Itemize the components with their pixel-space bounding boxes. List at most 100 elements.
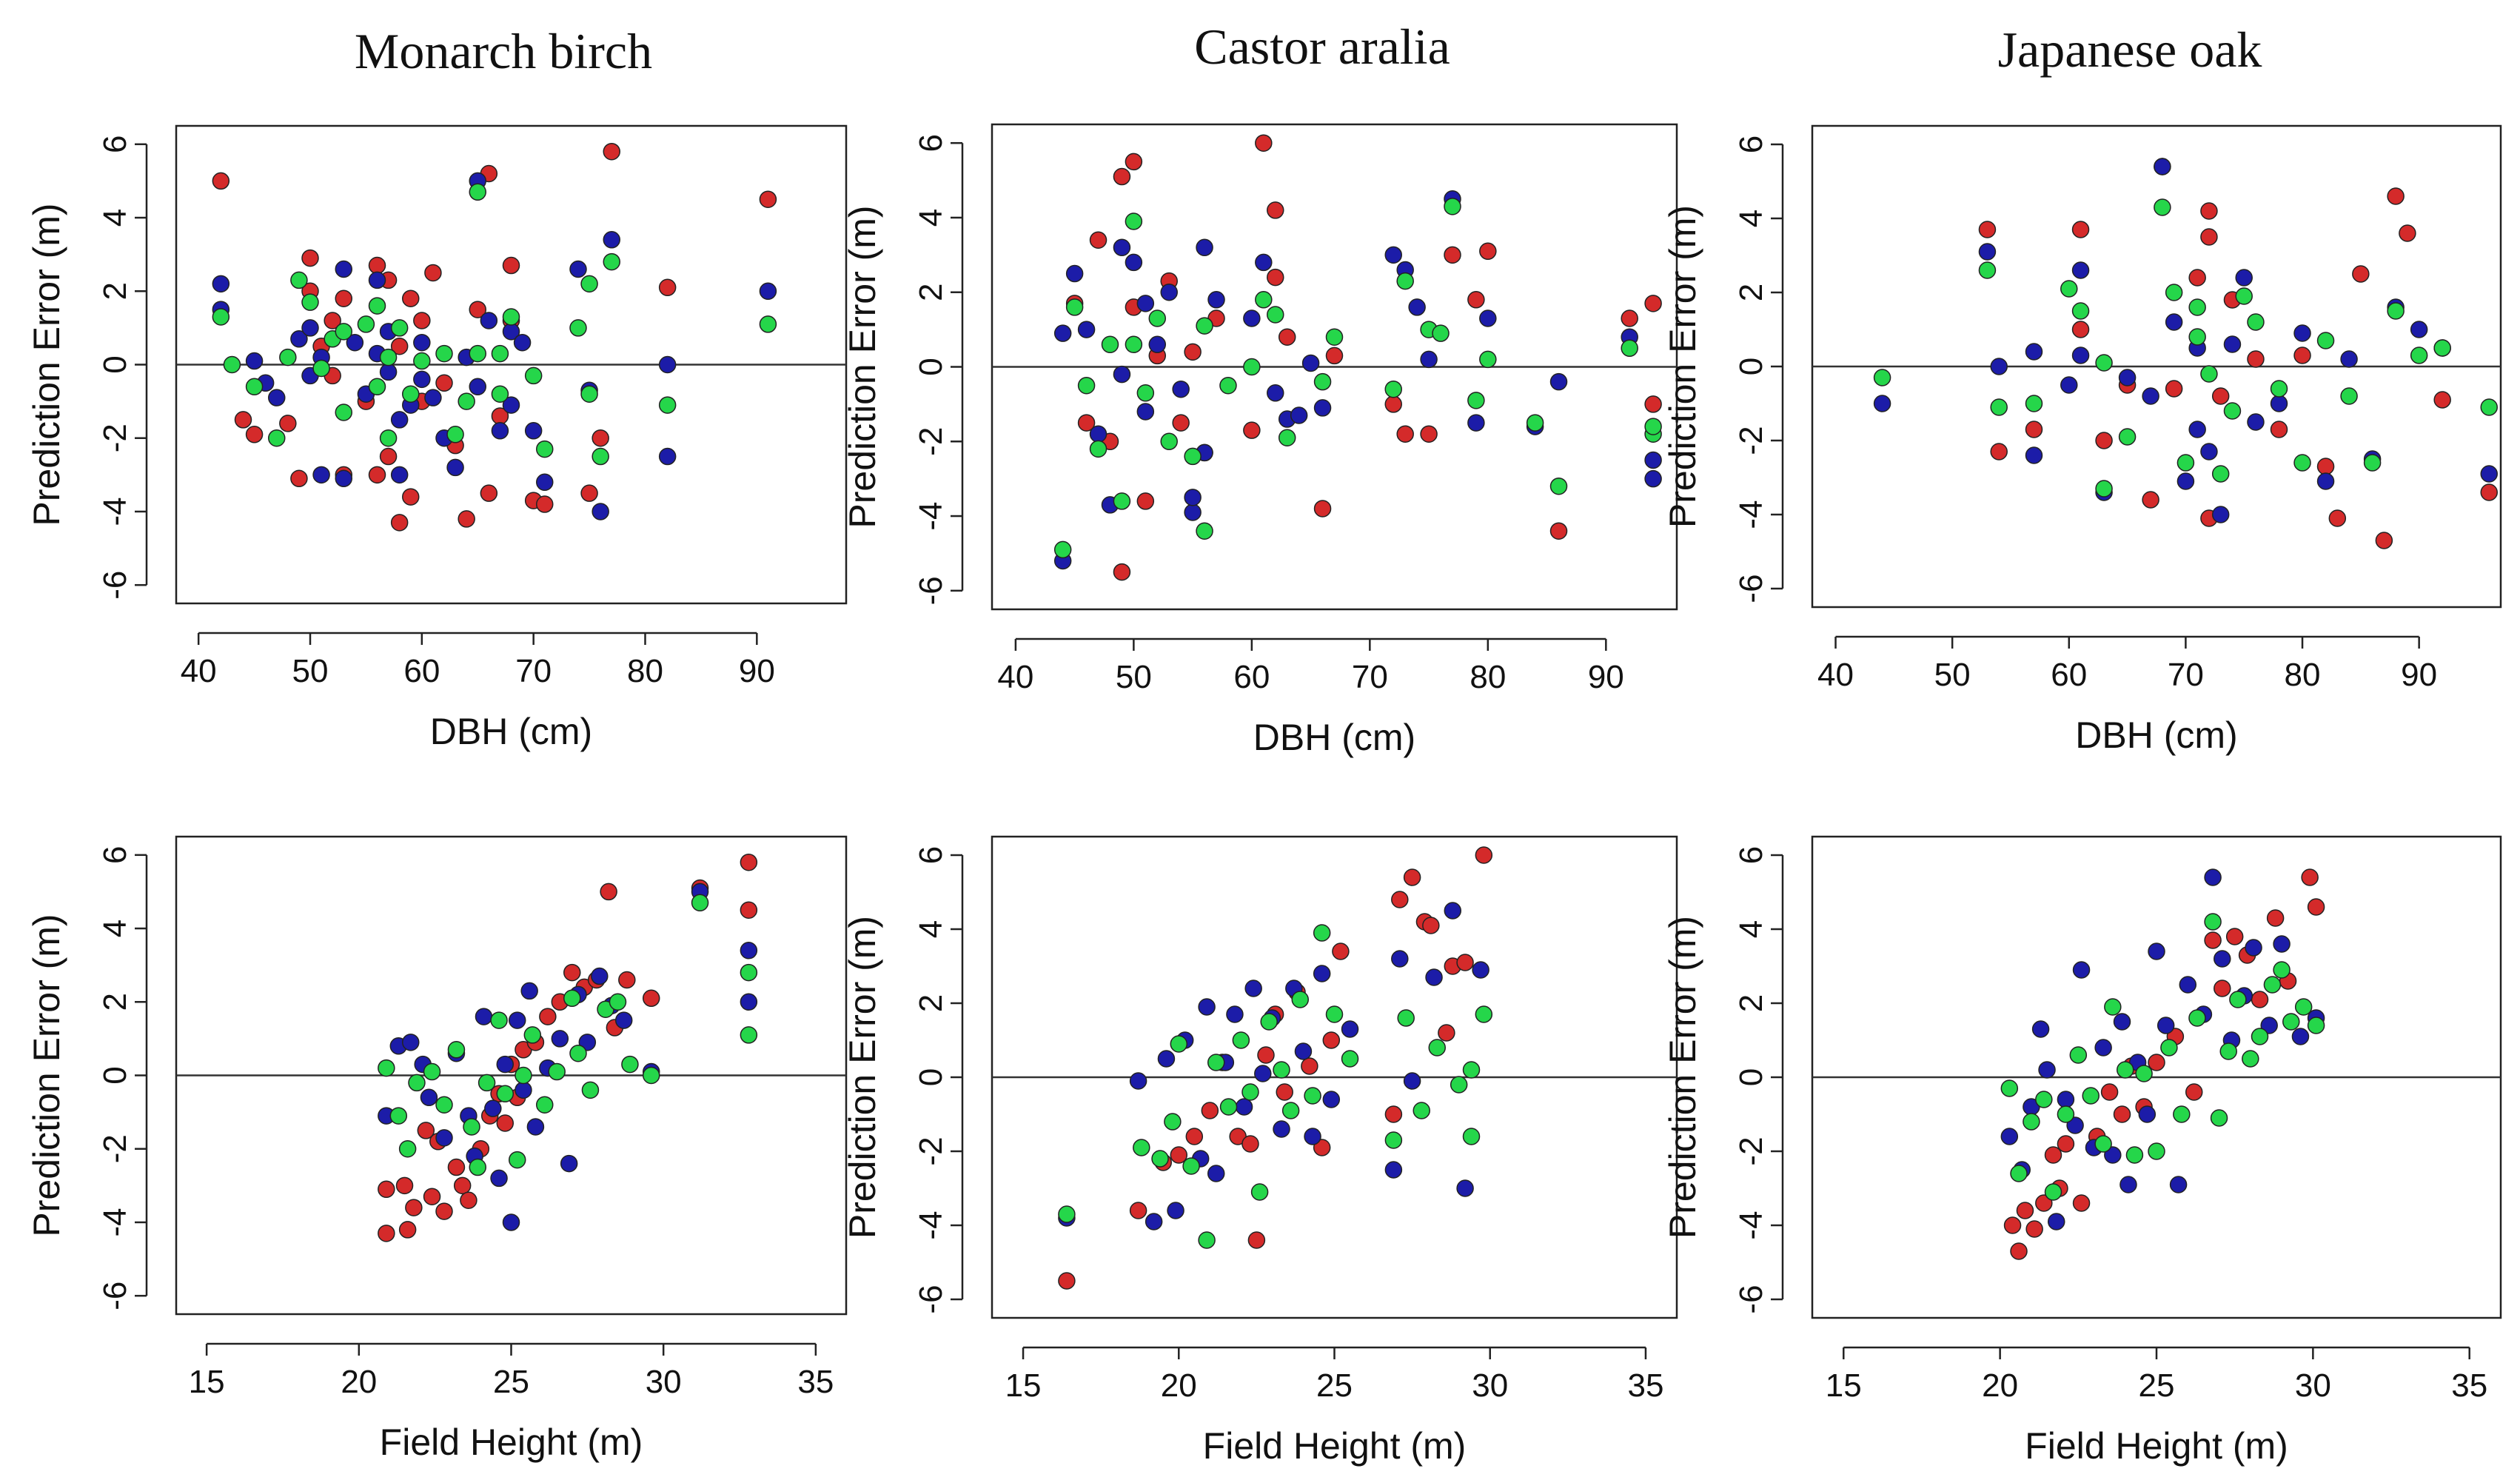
point-blue [2260,1017,2278,1034]
point-red [1549,522,1568,540]
point-green [2154,198,2171,216]
point-red [453,1176,472,1195]
point-blue [1444,902,1462,920]
y-tick-label: 4 [913,920,949,938]
x-tick-label: 15 [1826,1367,1862,1404]
point-red [600,883,617,901]
point-red [301,249,319,267]
point-green [279,348,297,366]
point-green [312,359,330,378]
point-red [2025,421,2043,438]
y-tick-label: -2 [1733,426,1769,455]
point-green [1136,384,1155,402]
point-green [2433,339,2451,357]
y-tick-label: -4 [97,1208,133,1236]
y-tick-label: 2 [913,283,949,301]
point-green [223,355,241,374]
point-blue [1472,961,1489,979]
point-green [1621,339,1638,358]
point-blue [2270,395,2288,412]
y-tick-label: 2 [97,993,133,1011]
point-blue [591,967,609,985]
point-green [1397,1009,1415,1027]
point-red [1113,563,1131,581]
point-green [1182,1157,1200,1175]
point-blue [2148,942,2165,960]
point-blue [1456,1179,1474,1197]
x-tick-label: 80 [1470,659,1506,695]
point-blue [346,333,364,352]
point-blue [335,469,352,488]
point-blue [1113,238,1131,257]
point-green [2247,313,2265,331]
point-green [2242,1050,2259,1068]
point-green [536,1096,554,1114]
point-blue [1425,968,1443,986]
point-red [2251,991,2269,1008]
point-blue [2119,1176,2137,1193]
point-green [1479,350,1497,369]
y-tick-label: 6 [97,846,133,864]
point-red [2480,483,2498,501]
point-blue [1113,365,1131,384]
point-red [592,429,609,447]
point-red [390,514,409,532]
point-blue [1341,1020,1359,1038]
point-green [2219,1042,2237,1060]
point-green [740,963,758,982]
point-blue [2169,1176,2188,1193]
point-green [2071,302,2090,320]
point-red [1201,1102,1219,1119]
point-green [357,315,375,333]
point-green [1341,1050,1359,1068]
x-axis-label: Field Height (m) [380,1422,643,1463]
point-blue [520,982,538,1000]
point-blue [2057,1091,2075,1108]
point-red [2003,1216,2022,1234]
point-blue [2165,313,2183,331]
x-tick-label: 90 [1588,659,1624,695]
point-blue [2235,269,2253,287]
x-tick-label: 30 [646,1364,682,1400]
point-green [603,252,620,271]
point-red [423,1188,441,1205]
point-blue [2188,421,2206,438]
point-red [1247,1231,1266,1249]
point-blue [2157,1017,2175,1034]
point-blue [2200,443,2218,461]
point-blue [569,260,587,278]
point-red [2352,265,2370,283]
point-red [2204,931,2222,949]
point-red [1113,167,1131,186]
y-tick-label: 6 [913,134,949,152]
point-green [2211,465,2230,483]
x-tick-label: 25 [2139,1367,2175,1404]
point-blue [1644,469,1662,488]
point-green [1325,1005,1344,1023]
point-blue [1273,1120,1290,1138]
point-red [1479,242,1497,261]
x-tick-label: 80 [2285,657,2321,693]
point-green [435,344,453,363]
point-red [2200,228,2218,246]
point-green [2340,387,2358,405]
point-green [1467,392,1485,409]
point-blue [1148,335,1167,354]
point-green [1184,447,1202,466]
y-tick-label: -4 [97,497,133,526]
point-green [2480,398,2498,416]
point-blue [2214,950,2231,968]
point-green [2307,1017,2325,1034]
point-green [2160,1039,2178,1057]
point-green [389,1107,408,1125]
point-green [1133,1139,1150,1156]
data-points [1873,158,2498,549]
point-red [2328,509,2347,527]
point-green [548,1062,566,1081]
point-green [2173,1105,2191,1123]
point-green [609,993,627,1011]
x-tick-label: 40 [997,659,1033,695]
x-axis-label: DBH (cm) [2075,714,2237,756]
point-red [1185,1128,1204,1145]
point-blue [524,422,543,440]
